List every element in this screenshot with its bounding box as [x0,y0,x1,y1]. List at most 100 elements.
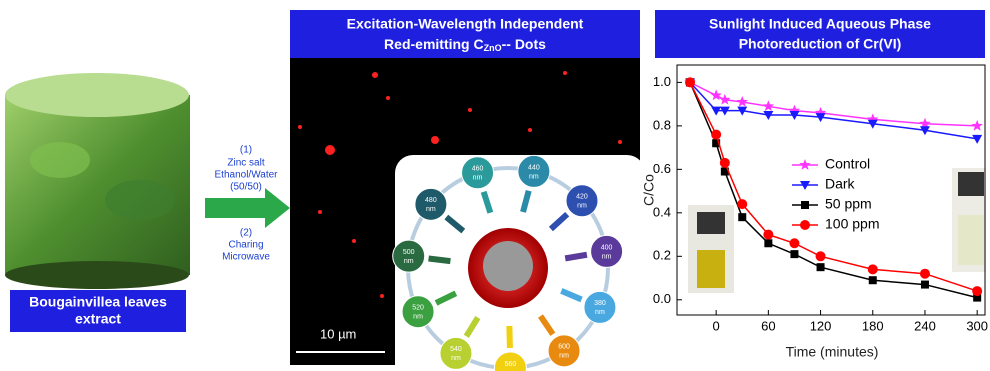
vial-cap [958,172,984,196]
chart-title: Sunlight Induced Aqueous Phase [709,16,931,32]
series-line [690,82,977,139]
wavelength-ball [440,337,472,369]
vial-cap [697,212,725,234]
step: Zinc salt [227,158,264,169]
wavelength-value: 560 [505,361,517,368]
legend-marker [800,220,810,230]
wavelength-unit: nm [404,258,414,265]
legend-marker [799,159,810,170]
marker [737,199,747,209]
caption: Bougainvillea leaves [29,294,167,310]
leaves-jar [5,73,190,289]
y-tick-label: 0.0 [653,291,671,306]
marker [972,135,982,144]
marker [719,94,730,105]
wavelength-ball [402,296,434,328]
marker [869,276,877,284]
scale-label: 10 µm [320,326,356,341]
wavelength-unit: nm [413,314,423,321]
step: Charing [228,240,263,251]
step: (2) [240,228,252,239]
step: (1) [240,145,252,156]
marker [972,286,982,296]
marker [763,100,774,111]
wavelength-unit: nm [559,353,569,360]
title-part: -- Dots [502,36,547,52]
caption: extract [75,311,121,327]
y-axis-label: C/Co [641,174,657,206]
y-tick-label: 1.0 [653,74,671,89]
marker [817,263,825,271]
wavelength-ball [591,235,623,267]
wavelength-ball [415,188,447,220]
wavelength-value: 400 [601,244,613,251]
vial-liquid [697,250,725,288]
graphical-abstract: Bougainvillea leaves extract (1) Zinc sa… [0,0,990,371]
marker [711,130,721,140]
x-tick-label: 180 [862,318,884,333]
wavelength-value: 480 [425,197,437,204]
x-tick-label: 60 [761,318,775,333]
y-tick-label: 0.2 [653,248,671,263]
wavelength-value: 380 [594,300,606,307]
wavelength-unit: nm [426,206,436,213]
wavelength-value: 600 [558,344,570,351]
marker [920,269,930,279]
marker [868,264,878,274]
wavelength-value: 440 [528,164,540,171]
marker [685,77,695,87]
x-tick-label: 120 [810,318,832,333]
title: Excitation-Wavelength Independent [347,16,584,32]
wavelength-unit: nm [577,203,587,210]
marker [921,281,929,289]
marker [720,158,730,168]
wavelength-ball [584,291,616,323]
legend-label: 50 ppm [825,196,872,212]
wavelength-unit: nm [529,173,539,180]
y-tick-label: 0.8 [653,117,671,132]
y-tick-label: 0.6 [653,161,671,176]
vial-liquid [958,215,984,265]
marker [763,230,773,240]
wavelength-unit: nm [602,253,612,260]
wavelength-ball [518,155,550,187]
step: (50/50) [230,182,262,193]
legend-label: Control [825,156,870,172]
wavelength-unit: nm [451,355,461,362]
marker [971,120,982,131]
step: Ethanol/Water [215,170,279,181]
title: Red-emitting CZnO-- Dots [384,36,546,54]
wavelength-unit: nm [595,309,605,316]
core-texture [483,241,533,291]
wavelength-value: 460 [472,166,484,173]
wavelength-value: 520 [412,305,424,312]
wavelength-ball [393,240,425,272]
beam [429,259,451,262]
legend-marker [801,201,809,209]
marker [790,250,798,258]
marker [789,238,799,248]
marker [764,239,772,247]
beam [509,326,510,348]
wavelength-value: 420 [576,194,588,201]
beam [565,255,587,259]
wavelength-unit: nm [473,175,483,182]
arrow [205,188,290,228]
x-axis-label: Time (minutes) [786,344,879,360]
marker [737,96,748,107]
wavelength-ball [566,185,598,217]
wavelength-value: 540 [450,346,462,353]
y-tick-label: 0.4 [653,204,671,219]
x-tick-label: 240 [914,318,936,333]
title-part: Red-emitting C [384,36,484,52]
wavelength-ball [462,157,494,189]
chart-title: Photoreduction of Cr(VI) [739,36,902,52]
x-tick-label: 300 [966,318,988,333]
step: Microwave [222,252,270,263]
wavelength-ball [548,335,580,367]
marker [816,251,826,261]
x-tick-label: 0 [713,318,720,333]
legend-label: Dark [825,176,856,192]
wavelength-value: 500 [403,249,415,256]
title-sub: ZnO [484,43,502,53]
